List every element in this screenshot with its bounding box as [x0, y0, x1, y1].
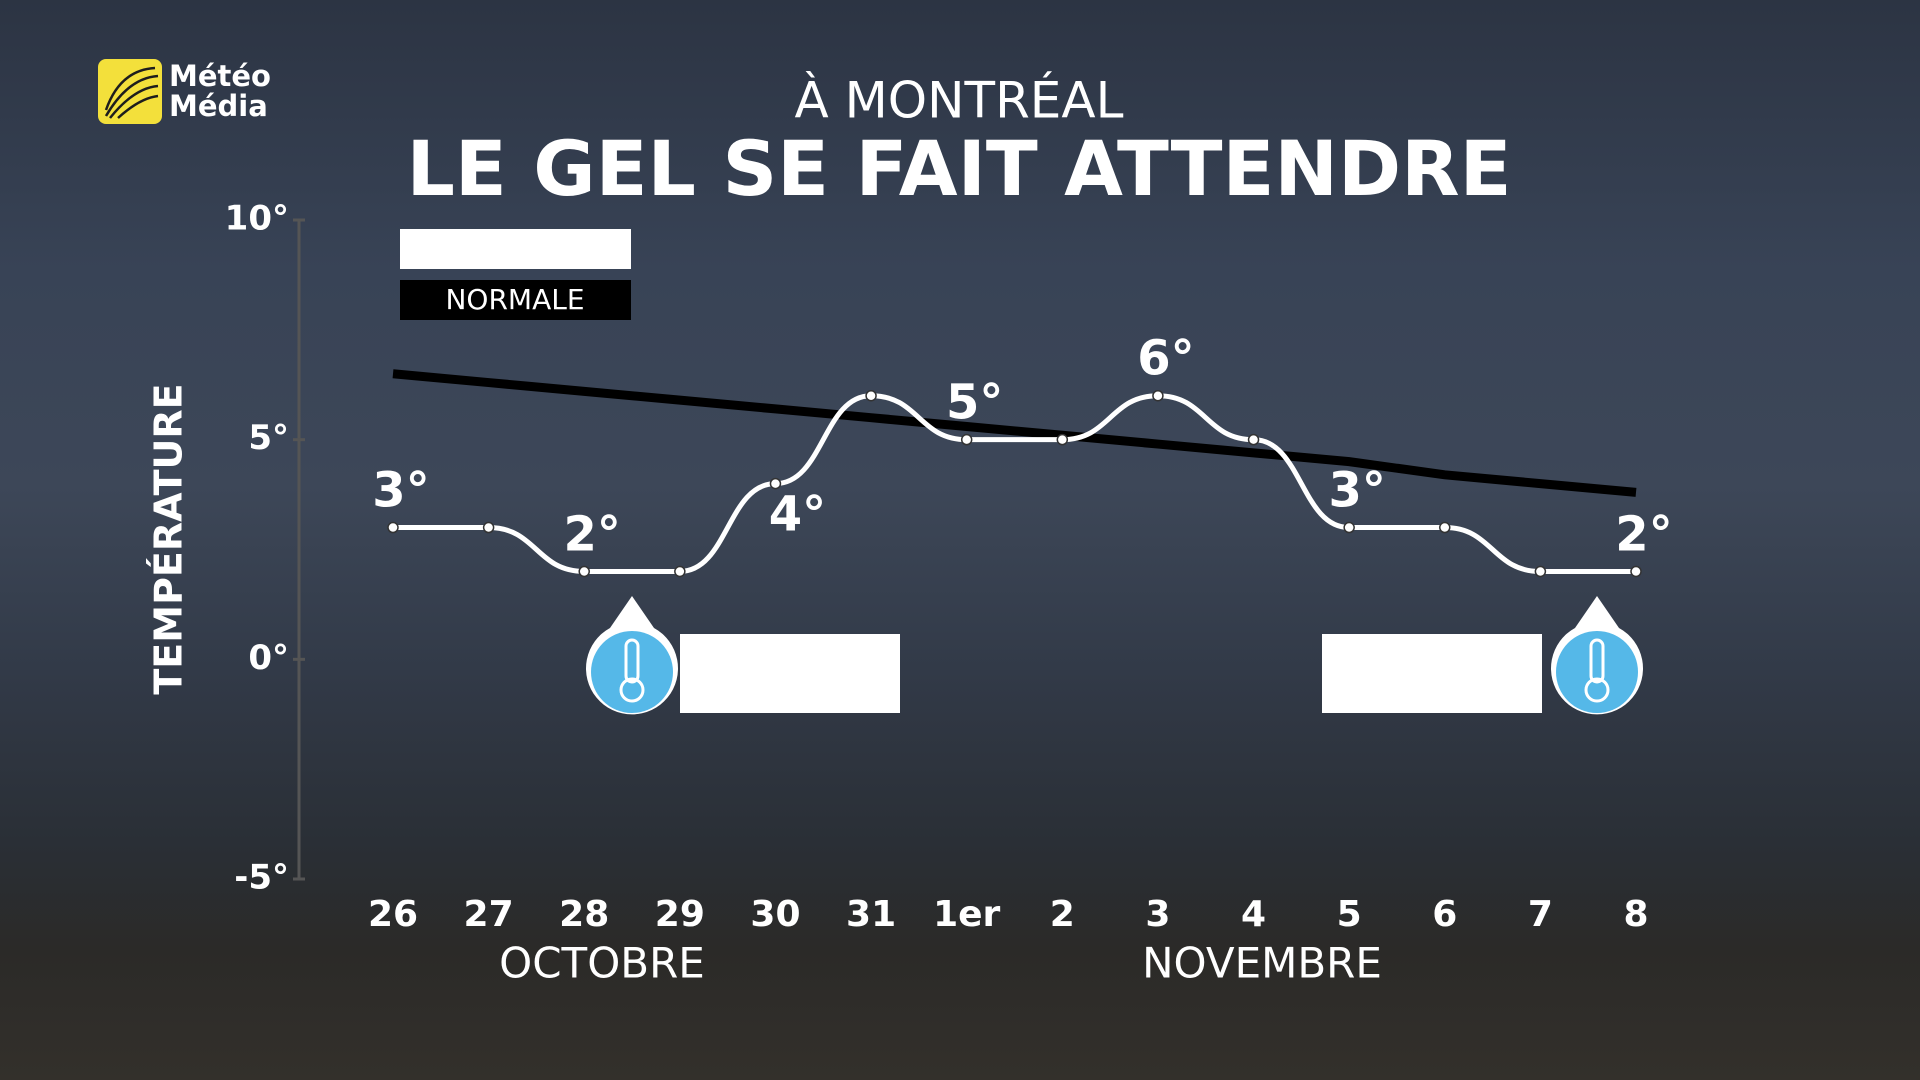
- y-tick-label: 0°: [248, 638, 289, 678]
- y-tick-label: 10°: [225, 199, 289, 239]
- month-label: OCTOBRE: [499, 939, 705, 988]
- data-label: 5°: [946, 375, 1003, 431]
- logo-text: Météo: [169, 59, 271, 93]
- annotation-box: [1322, 634, 1542, 713]
- data-point: [865, 389, 877, 402]
- chart-title: LE GEL SE FAIT ATTENDRE: [406, 124, 1511, 213]
- x-tick-label: 5: [1337, 894, 1362, 935]
- frost-icon-disc: [1556, 631, 1638, 713]
- thermometer: [1589, 638, 1605, 684]
- legend-label: MINIMUM: [450, 232, 580, 265]
- data-point: [1534, 565, 1547, 578]
- data-label: 3°: [372, 463, 429, 519]
- annotation-text: RISQUE DE GEL: [1325, 641, 1539, 670]
- x-tick-label: 8: [1623, 894, 1648, 935]
- normal-line: [392, 369, 1637, 497]
- frost-annotation: RISQUE DE GEL SI CIEL DÉGAGÉ: [586, 596, 901, 715]
- x-tick-label: 27: [464, 894, 514, 935]
- chart-subtitle: À MONTRÉAL: [795, 71, 1124, 130]
- data-point: [1439, 521, 1451, 534]
- data-label: 3°: [1328, 463, 1385, 519]
- annotation-text: SI CIEL DÉGAGÉ: [1322, 674, 1543, 703]
- x-tick-label: 4: [1241, 894, 1266, 935]
- thermometer-bulb: [619, 677, 645, 703]
- x-tick-label: 29: [655, 894, 705, 935]
- data-point: [1152, 389, 1164, 402]
- x-tick-label: 3: [1145, 894, 1170, 935]
- x-tick-label: 1er: [933, 894, 1000, 935]
- data-label: 2°: [1615, 506, 1672, 562]
- legend-swatch: [400, 280, 631, 320]
- x-tick-label: 7: [1528, 894, 1553, 935]
- data-point: [387, 521, 399, 534]
- x-tick-label: 2: [1050, 894, 1075, 935]
- data-point: [1056, 433, 1069, 446]
- x-tick-label: 28: [559, 894, 609, 935]
- legend-swatch: [400, 229, 631, 269]
- thermometer: [624, 638, 640, 684]
- y-axis-title: TEMPÉRATURE: [147, 383, 191, 694]
- data-point: [1343, 521, 1355, 534]
- minimum-line: [393, 393, 1636, 574]
- x-tick-label: 31: [846, 894, 896, 935]
- data-label: 4°: [769, 487, 826, 543]
- y-tick-label: 5°: [248, 418, 289, 458]
- logo-text: Média: [169, 89, 268, 123]
- data-point: [482, 521, 495, 534]
- annotation-text: RISQUE DE GEL: [683, 641, 897, 670]
- thermometer-bulb: [1584, 677, 1610, 703]
- legend-label: NORMALE: [445, 283, 584, 316]
- data-label: 6°: [1137, 331, 1194, 387]
- x-tick-label: 30: [750, 894, 800, 935]
- annotation-text: SI CIEL DÉGAGÉ: [680, 674, 901, 703]
- data-point: [578, 565, 590, 578]
- data-point: [1247, 433, 1260, 446]
- logo-badge: [98, 59, 162, 124]
- data-point: [674, 565, 686, 578]
- month-label: NOVEMBRE: [1142, 939, 1382, 988]
- data-point: [769, 477, 782, 490]
- x-tick-label: 6: [1432, 894, 1457, 935]
- x-tick-label: 26: [368, 894, 418, 935]
- data-point: [1630, 565, 1642, 578]
- annotation-box: [680, 634, 900, 713]
- data-point: [960, 433, 973, 446]
- data-label: 2°: [564, 506, 621, 562]
- frost-icon-disc: [591, 631, 673, 713]
- frost-annotation: RISQUE DE GEL SI CIEL DÉGAGÉ: [1322, 596, 1643, 715]
- y-tick-label: -5°: [234, 858, 289, 898]
- logo: Météo Média: [98, 59, 271, 124]
